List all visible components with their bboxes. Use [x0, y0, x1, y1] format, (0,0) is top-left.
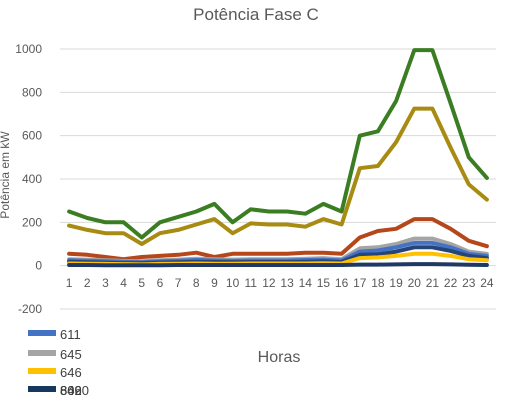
- y-tick-label: 400: [22, 172, 42, 186]
- x-tick-label: 12: [262, 276, 276, 290]
- x-tick-label: 22: [444, 276, 458, 290]
- chart-title: Potência Fase C: [193, 5, 319, 24]
- series-lines: [67, 48, 489, 268]
- x-tick-label: 9: [211, 276, 218, 290]
- x-tick-label: 16: [335, 276, 349, 290]
- x-tick-labels: 1 2 3 4 5 6 7 8 9 10 11 12 13 14 15 16 17 18 19 20 21 22 23 24: [66, 276, 494, 290]
- x-tick-label: 17: [353, 276, 367, 290]
- y-tick-labels: -200 0 200 400 600 800 1000: [15, 42, 42, 316]
- legend-label: 6660: [60, 383, 89, 398]
- x-tick-label: 2: [84, 276, 91, 290]
- x-tick-label: 24: [480, 276, 494, 290]
- y-tick-label: 200: [22, 215, 42, 229]
- x-tick-label: 1: [66, 276, 73, 290]
- legend-label: 611: [60, 327, 81, 342]
- legend-label: 645: [60, 347, 82, 362]
- legend-swatch: [28, 386, 56, 392]
- x-tick-label: 11: [245, 276, 258, 290]
- y-axis-title: Potência em kW: [0, 131, 12, 219]
- legend-label: 646: [60, 365, 82, 380]
- x-tick-label: 5: [138, 276, 145, 290]
- legend-swatch: [28, 368, 56, 374]
- legend-swatch: [28, 330, 56, 336]
- x-tick-label: 14: [299, 276, 313, 290]
- x-tick-label: 13: [280, 276, 294, 290]
- x-tick-label: 4: [120, 276, 127, 290]
- y-tick-label: 0: [35, 259, 42, 273]
- x-tick-label: 15: [317, 276, 331, 290]
- y-tick-label: 600: [22, 129, 42, 143]
- legend-label: 802: [60, 383, 82, 398]
- x-tick-label: 19: [389, 276, 403, 290]
- x-tick-label: 23: [462, 276, 476, 290]
- y-tick-label: 1000: [15, 42, 42, 56]
- legend-swatch: [28, 350, 56, 356]
- series-line: [67, 48, 489, 240]
- x-tick-label: 18: [371, 276, 385, 290]
- legend-label: 849: [60, 383, 82, 398]
- x-tick-label: 21: [426, 276, 440, 290]
- y-tick-label: -200: [18, 302, 42, 316]
- x-tick-label: 7: [175, 276, 182, 290]
- gridlines: [60, 48, 496, 310]
- series-line: [67, 106, 489, 246]
- x-tick-label: 10: [226, 276, 240, 290]
- x-tick-label: 20: [408, 276, 422, 290]
- x-tick-label: 8: [193, 276, 200, 290]
- x-axis-title: Horas: [258, 349, 301, 366]
- y-tick-label: 800: [22, 85, 42, 99]
- series-line: [67, 217, 489, 262]
- series-line: [67, 262, 489, 268]
- x-tick-label: 6: [157, 276, 164, 290]
- x-tick-label: 3: [102, 276, 109, 290]
